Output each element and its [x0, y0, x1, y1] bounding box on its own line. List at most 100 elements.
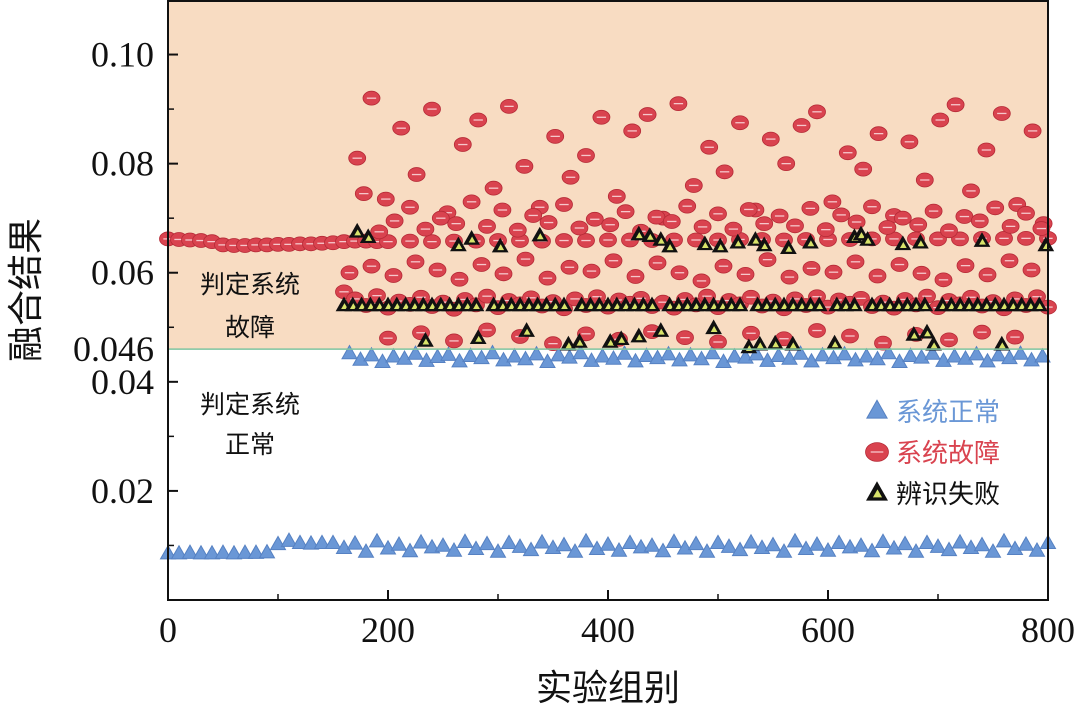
normal-point: [236, 544, 254, 559]
fault-point: [995, 230, 1013, 246]
normal-point: [990, 346, 1007, 362]
fault-point: [786, 218, 804, 234]
fault-point: [450, 271, 469, 287]
fault-point: [918, 288, 936, 304]
failure-point: [731, 296, 749, 312]
fault-point: [801, 200, 820, 216]
normal-point: [341, 344, 358, 360]
normal-point: [770, 347, 787, 362]
fault-point: [934, 272, 953, 288]
fault-point: [854, 161, 873, 177]
normal-point: [924, 345, 941, 360]
fault-point: [970, 213, 989, 229]
normal-point: [434, 537, 452, 552]
fault-point: [392, 120, 411, 136]
fault-point: [847, 214, 866, 230]
normal-point: [555, 536, 573, 552]
normal-point: [830, 534, 848, 550]
normal-point: [533, 533, 551, 549]
fault-point: [962, 183, 980, 199]
normal-point: [550, 346, 567, 362]
normal-point: [214, 544, 232, 559]
failure-point: [973, 232, 991, 247]
fault-point: [493, 202, 512, 218]
fault-point: [1023, 123, 1042, 139]
normal-point: [808, 535, 826, 551]
axis-ticks: [167, 53, 1049, 600]
fault-point: [616, 204, 635, 220]
normal-point: [687, 535, 705, 551]
normal-point: [473, 349, 490, 365]
fault-point: [1022, 262, 1041, 278]
fault-point: [1001, 218, 1020, 234]
failure-point: [905, 325, 923, 341]
fault-point: [484, 180, 503, 196]
fault-point: [362, 90, 381, 106]
fault-point: [692, 273, 711, 289]
fault-point: [431, 210, 450, 226]
failure-point: [925, 335, 942, 351]
normal-point: [258, 543, 276, 559]
normal-point: [203, 544, 221, 560]
normal-point: [913, 348, 930, 364]
normal-point: [847, 351, 864, 367]
normal-point: [764, 536, 782, 552]
fault-point: [758, 252, 777, 268]
normal-point: [225, 544, 243, 560]
normal-region-label-line2: 正常: [225, 430, 275, 459]
fault-point: [1017, 205, 1035, 221]
fault-point: [909, 217, 928, 233]
fault-point: [626, 269, 645, 284]
fault-point: [647, 209, 666, 225]
fault-point: [676, 330, 694, 346]
failure-point: [348, 222, 366, 238]
fault-point: [780, 269, 799, 285]
fault-point: [724, 221, 743, 237]
normal-point: [363, 346, 380, 362]
fault-point: [715, 164, 734, 180]
fault-point: [582, 263, 601, 279]
normal-point: [825, 349, 842, 365]
fault-point: [478, 288, 496, 304]
fault-region-label-line1: 判定系统: [200, 270, 300, 299]
fault-point: [678, 198, 697, 214]
fault-point: [539, 215, 558, 230]
normal-point: [1001, 349, 1018, 365]
normal-point: [577, 532, 595, 548]
failure-point: [846, 296, 863, 312]
normal-point: [324, 534, 342, 550]
fault-point: [604, 253, 623, 269]
fault-point: [592, 109, 611, 125]
normal-point: [418, 352, 435, 367]
normal-point: [456, 533, 474, 548]
normal-point: [995, 532, 1013, 548]
fault-point: [423, 101, 441, 117]
normal-point: [352, 351, 369, 366]
normal-point: [957, 349, 974, 365]
normal-point: [935, 352, 952, 367]
fault-point: [585, 211, 604, 227]
fault-point: [878, 220, 897, 235]
normal-point: [500, 534, 518, 550]
normal-point: [671, 351, 688, 367]
normal-point: [940, 541, 958, 557]
fault-point: [385, 213, 404, 229]
fault-point: [808, 104, 826, 120]
threshold-label: 0.046: [73, 329, 154, 369]
normal-point: [522, 541, 540, 557]
normal-point: [357, 543, 375, 558]
fault-point: [823, 194, 842, 210]
normal-point: [792, 345, 809, 360]
fault-point: [868, 268, 887, 284]
normal-point: [951, 533, 969, 549]
failure-point: [859, 231, 876, 246]
fault-point: [973, 324, 991, 340]
fault-point: [693, 219, 712, 235]
normal-point: [632, 538, 650, 554]
fault-point: [406, 254, 425, 270]
normal-point: [588, 540, 606, 556]
normal-point: [511, 538, 529, 553]
fault-point: [472, 257, 491, 272]
normal-point: [682, 346, 699, 362]
normal-point: [819, 541, 837, 557]
